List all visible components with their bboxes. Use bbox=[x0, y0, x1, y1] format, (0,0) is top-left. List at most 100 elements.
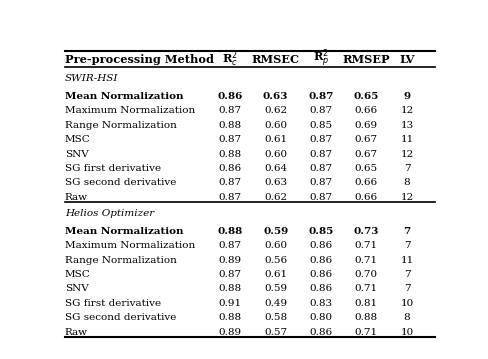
Text: 0.86: 0.86 bbox=[218, 92, 243, 101]
Text: 0.61: 0.61 bbox=[264, 135, 287, 144]
Text: 12: 12 bbox=[401, 106, 414, 115]
Text: Maximum Normalization: Maximum Normalization bbox=[65, 106, 195, 115]
Text: 13: 13 bbox=[401, 121, 414, 130]
Text: MSC: MSC bbox=[65, 270, 91, 279]
Text: 0.62: 0.62 bbox=[264, 106, 287, 115]
Text: 0.91: 0.91 bbox=[219, 299, 242, 308]
Text: 0.86: 0.86 bbox=[309, 328, 333, 337]
Text: Maximum Normalization: Maximum Normalization bbox=[65, 241, 195, 250]
Text: 0.63: 0.63 bbox=[264, 178, 287, 187]
Text: 0.71: 0.71 bbox=[355, 241, 378, 250]
Text: 0.88: 0.88 bbox=[219, 121, 242, 130]
Text: 0.65: 0.65 bbox=[354, 92, 379, 101]
Text: 10: 10 bbox=[401, 299, 414, 308]
Text: 0.85: 0.85 bbox=[309, 121, 333, 130]
Text: Range Normalization: Range Normalization bbox=[65, 121, 177, 130]
Text: 0.87: 0.87 bbox=[309, 164, 333, 173]
Text: 0.71: 0.71 bbox=[355, 328, 378, 337]
Text: 0.86: 0.86 bbox=[309, 270, 333, 279]
Text: 0.88: 0.88 bbox=[219, 313, 242, 322]
Text: LV: LV bbox=[399, 54, 415, 65]
Text: 0.65: 0.65 bbox=[355, 164, 378, 173]
Text: 0.87: 0.87 bbox=[219, 135, 242, 144]
Text: 0.66: 0.66 bbox=[355, 178, 378, 187]
Text: SWIR-HSI: SWIR-HSI bbox=[65, 74, 118, 84]
Text: 0.56: 0.56 bbox=[264, 256, 287, 265]
Text: 7: 7 bbox=[404, 284, 410, 293]
Text: 0.81: 0.81 bbox=[355, 299, 378, 308]
Text: 12: 12 bbox=[401, 149, 414, 159]
Text: 0.70: 0.70 bbox=[355, 270, 378, 279]
Text: RMSEC: RMSEC bbox=[252, 54, 300, 65]
Text: 0.61: 0.61 bbox=[264, 270, 287, 279]
Text: 0.89: 0.89 bbox=[219, 256, 242, 265]
Text: 0.86: 0.86 bbox=[309, 241, 333, 250]
Text: 0.80: 0.80 bbox=[309, 313, 333, 322]
Text: 0.87: 0.87 bbox=[219, 270, 242, 279]
Text: 0.86: 0.86 bbox=[309, 256, 333, 265]
Text: 0.86: 0.86 bbox=[309, 284, 333, 293]
Text: 0.59: 0.59 bbox=[264, 284, 287, 293]
Text: SNV: SNV bbox=[65, 284, 88, 293]
Text: 7: 7 bbox=[404, 164, 410, 173]
Text: 0.86: 0.86 bbox=[219, 164, 242, 173]
Text: 0.64: 0.64 bbox=[264, 164, 287, 173]
Text: 0.83: 0.83 bbox=[309, 299, 333, 308]
Text: 0.87: 0.87 bbox=[219, 193, 242, 202]
Text: Mean Normalization: Mean Normalization bbox=[65, 92, 183, 101]
Text: 0.67: 0.67 bbox=[355, 135, 378, 144]
Text: Helios Optimizer: Helios Optimizer bbox=[65, 209, 154, 218]
Text: 0.71: 0.71 bbox=[355, 284, 378, 293]
Text: 11: 11 bbox=[401, 135, 414, 144]
Text: 7: 7 bbox=[404, 241, 410, 250]
Text: SG second derivative: SG second derivative bbox=[65, 178, 176, 187]
Text: R$_p^2$: R$_p^2$ bbox=[313, 48, 329, 70]
Text: 0.66: 0.66 bbox=[355, 106, 378, 115]
Text: 0.88: 0.88 bbox=[218, 227, 243, 236]
Text: 0.87: 0.87 bbox=[219, 241, 242, 250]
Text: 0.87: 0.87 bbox=[308, 92, 334, 101]
Text: 8: 8 bbox=[404, 313, 410, 322]
Text: 10: 10 bbox=[401, 328, 414, 337]
Text: 0.73: 0.73 bbox=[354, 227, 379, 236]
Text: 0.87: 0.87 bbox=[309, 149, 333, 159]
Text: 0.67: 0.67 bbox=[355, 149, 378, 159]
Text: 0.58: 0.58 bbox=[264, 313, 287, 322]
Text: 0.88: 0.88 bbox=[219, 284, 242, 293]
Text: SG first derivative: SG first derivative bbox=[65, 164, 161, 173]
Text: 7: 7 bbox=[404, 270, 410, 279]
Text: SG first derivative: SG first derivative bbox=[65, 299, 161, 308]
Text: 11: 11 bbox=[401, 256, 414, 265]
Text: R$_c^2$: R$_c^2$ bbox=[223, 50, 238, 69]
Text: 0.87: 0.87 bbox=[309, 178, 333, 187]
Text: 0.89: 0.89 bbox=[219, 328, 242, 337]
Text: 0.62: 0.62 bbox=[264, 193, 287, 202]
Text: 8: 8 bbox=[404, 178, 410, 187]
Text: MSC: MSC bbox=[65, 135, 91, 144]
Text: 0.87: 0.87 bbox=[219, 106, 242, 115]
Text: 0.85: 0.85 bbox=[308, 227, 334, 236]
Text: 0.60: 0.60 bbox=[264, 149, 287, 159]
Text: 9: 9 bbox=[404, 92, 410, 101]
Text: Mean Normalization: Mean Normalization bbox=[65, 227, 183, 236]
Text: 0.87: 0.87 bbox=[309, 106, 333, 115]
Text: 0.69: 0.69 bbox=[355, 121, 378, 130]
Text: Range Normalization: Range Normalization bbox=[65, 256, 177, 265]
Text: Pre-processing Method: Pre-processing Method bbox=[65, 54, 214, 65]
Text: 0.60: 0.60 bbox=[264, 241, 287, 250]
Text: 0.59: 0.59 bbox=[263, 227, 288, 236]
Text: 0.88: 0.88 bbox=[355, 313, 378, 322]
Text: 0.87: 0.87 bbox=[309, 193, 333, 202]
Text: 7: 7 bbox=[404, 227, 411, 236]
Text: RMSEP: RMSEP bbox=[343, 54, 390, 65]
Text: 0.63: 0.63 bbox=[263, 92, 288, 101]
Text: 0.88: 0.88 bbox=[219, 149, 242, 159]
Text: 0.60: 0.60 bbox=[264, 121, 287, 130]
Text: Raw: Raw bbox=[65, 328, 88, 337]
Text: 0.87: 0.87 bbox=[309, 135, 333, 144]
Text: SNV: SNV bbox=[65, 149, 88, 159]
Text: 0.49: 0.49 bbox=[264, 299, 287, 308]
Text: 0.57: 0.57 bbox=[264, 328, 287, 337]
Text: 0.87: 0.87 bbox=[219, 178, 242, 187]
Text: SG second derivative: SG second derivative bbox=[65, 313, 176, 322]
